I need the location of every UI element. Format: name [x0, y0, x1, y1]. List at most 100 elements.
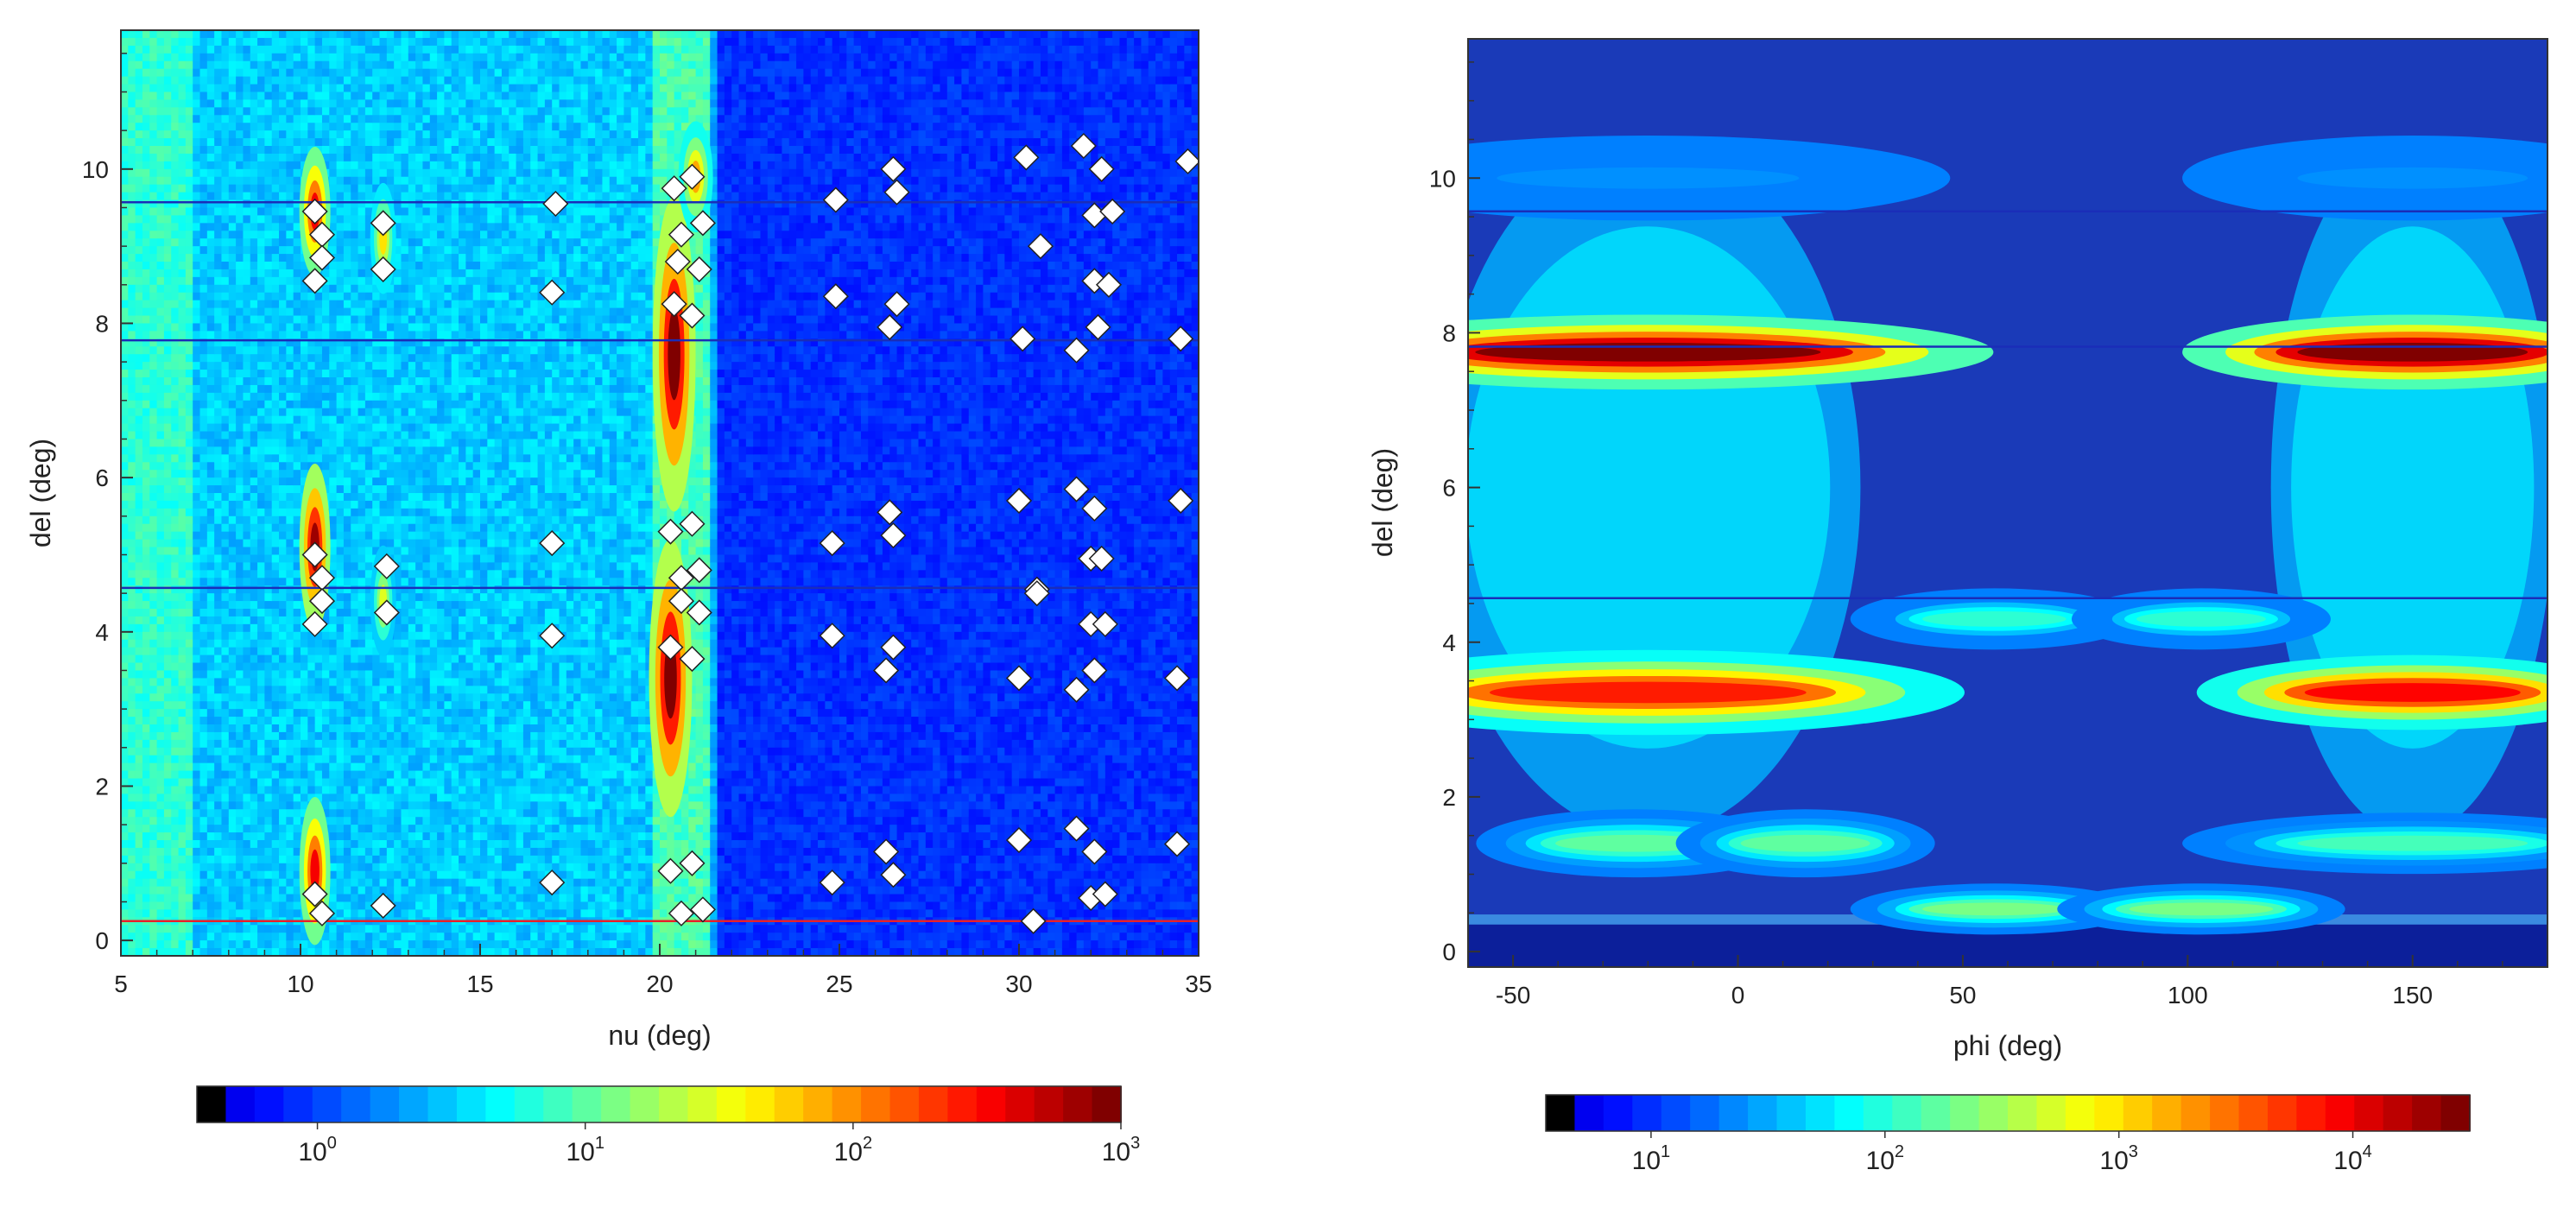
heatmap-cell: [214, 207, 222, 216]
heatmap-cell: [149, 61, 157, 70]
heatmap-cell: [315, 786, 323, 794]
heatmap-cell: [301, 130, 308, 139]
heatmap-cell: [142, 30, 150, 39]
heatmap-cell: [415, 562, 423, 571]
heatmap-cell: [229, 154, 237, 162]
heatmap-cell: [337, 801, 345, 810]
heatmap-cell: [301, 678, 308, 686]
heatmap-cell: [243, 115, 250, 123]
heatmap-cell: [207, 648, 215, 656]
heatmap-cell: [307, 377, 315, 386]
heatmap-cell: [365, 308, 373, 317]
heatmap-cell: [221, 215, 229, 224]
heatmap-cell: [279, 416, 287, 425]
heatmap-cell: [236, 193, 244, 201]
heatmap-cell: [380, 825, 388, 833]
heatmap-cell: [264, 269, 272, 278]
heatmap-cell: [236, 832, 244, 841]
heatmap-cell: [171, 46, 179, 54]
heatmap-cell: [214, 177, 222, 186]
heatmap-cell: [257, 871, 265, 880]
heatmap-cell: [408, 724, 416, 733]
heatmap-cell: [207, 501, 215, 509]
heatmap-cell: [286, 277, 294, 286]
heatmap-cell: [415, 524, 423, 533]
heatmap-cell: [337, 485, 345, 494]
heatmap-cell: [221, 362, 229, 370]
heatmap-cell: [214, 570, 222, 579]
heatmap-cell: [257, 724, 265, 733]
heatmap-cell: [149, 77, 157, 85]
heatmap-cell: [394, 54, 402, 62]
heatmap-cell: [372, 146, 380, 155]
heatmap-cell: [221, 269, 229, 278]
heatmap-cell: [272, 809, 280, 818]
heatmap-cell: [207, 524, 215, 533]
heatmap-cell: [229, 107, 237, 116]
heatmap-cell: [136, 99, 143, 108]
heatmap-cell: [337, 408, 345, 417]
heatmap-cell: [157, 779, 165, 787]
heatmap-cell: [401, 624, 408, 633]
heatmap-cell: [294, 909, 301, 918]
heatmap-cell: [358, 99, 366, 108]
heatmap-cell: [207, 693, 215, 702]
heatmap-cell: [387, 809, 395, 818]
heatmap-cell: [121, 832, 129, 841]
heatmap-cell: [387, 115, 395, 123]
heatmap-cell: [200, 377, 208, 386]
heatmap-cell: [243, 578, 250, 586]
heatmap-cell: [272, 185, 280, 193]
heatmap-cell: [337, 138, 345, 147]
heatmap-cell: [401, 493, 408, 502]
heatmap-cell: [193, 432, 200, 440]
heatmap-cell: [394, 724, 402, 733]
heatmap-cell: [243, 724, 250, 733]
heatmap-cell: [200, 38, 208, 47]
heatmap-cell: [264, 562, 272, 571]
heatmap-cell: [214, 161, 222, 170]
heatmap-cell: [207, 424, 215, 433]
heatmap-cell: [380, 401, 388, 409]
heatmap-cell: [257, 624, 265, 633]
heatmap-cell: [365, 524, 373, 533]
heatmap-cell: [387, 786, 395, 794]
heatmap-cell: [286, 54, 294, 62]
heatmap-cell: [171, 99, 179, 108]
heatmap-cell: [207, 331, 215, 339]
heatmap-cell: [365, 130, 373, 139]
heatmap-cell: [171, 107, 179, 116]
heatmap-cell: [344, 825, 351, 833]
heatmap-cell: [186, 46, 193, 54]
heatmap-cell: [149, 477, 157, 486]
heatmap-cell: [171, 293, 179, 301]
heatmap-cell: [193, 779, 200, 787]
heatmap-cell: [337, 493, 345, 502]
heatmap-cell: [301, 77, 308, 85]
heatmap-cell: [186, 123, 193, 131]
heatmap-cell: [186, 146, 193, 155]
heatmap-cell: [344, 408, 351, 417]
heatmap-cell: [401, 77, 408, 85]
heatmap-cell: [243, 300, 250, 309]
heatmap-cell: [322, 316, 330, 325]
heatmap-cell: [193, 554, 200, 563]
heatmap-cell: [301, 640, 308, 648]
heatmap-cell: [214, 562, 222, 571]
heatmap-cell: [186, 331, 193, 339]
heatmap-cell: [121, 909, 129, 918]
heatmap-cell: [121, 123, 129, 131]
heatmap-cell: [250, 724, 258, 733]
heatmap-cell: [136, 130, 143, 139]
heatmap-cell: [121, 54, 129, 62]
heatmap-cell: [121, 925, 129, 933]
heatmap-cell: [142, 901, 150, 910]
heatmap-cell: [351, 832, 358, 841]
heatmap-cell: [415, 138, 423, 147]
heatmap-cell: [344, 887, 351, 895]
heatmap-cell: [286, 323, 294, 332]
heatmap-cell: [415, 46, 423, 54]
heatmap-cell: [329, 370, 337, 378]
heatmap-cell: [142, 524, 150, 533]
heatmap-cell: [365, 763, 373, 772]
